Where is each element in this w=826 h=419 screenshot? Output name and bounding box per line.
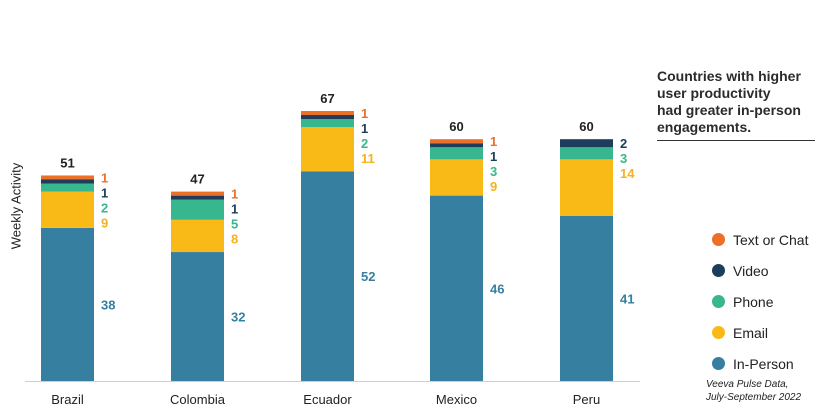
legend-label: Video	[733, 262, 769, 279]
category-label-peru: Peru	[573, 392, 600, 407]
legend-item-video: Video	[712, 255, 808, 286]
value-label-brazil-phone: 2	[101, 200, 108, 215]
total-label-mexico: 60	[449, 119, 463, 134]
value-label-brazil-video: 1	[101, 185, 108, 200]
value-label-mexico-in-person: 46	[490, 281, 504, 296]
annotation: Countries with higher user productivity …	[657, 68, 817, 141]
bar-segment-peru-email	[560, 159, 613, 216]
legend-swatch	[712, 326, 725, 339]
bar-segment-brazil-text-or-chat	[41, 175, 94, 180]
legend-item-email: Email	[712, 317, 808, 348]
legend-swatch	[712, 357, 725, 370]
bar-segment-mexico-email	[430, 159, 483, 196]
bar-segment-brazil-in-person	[41, 227, 94, 381]
legend-swatch	[712, 295, 725, 308]
bar-segment-brazil-email	[41, 191, 94, 228]
value-label-ecuador-text-or-chat: 1	[361, 106, 368, 121]
category-label-brazil: Brazil	[51, 392, 84, 407]
value-label-colombia-in-person: 32	[231, 310, 245, 325]
value-label-colombia-video: 1	[231, 202, 238, 217]
total-label-brazil: 51	[60, 155, 74, 170]
annotation-underline	[657, 140, 815, 141]
value-label-colombia-phone: 5	[231, 217, 238, 232]
value-label-mexico-text-or-chat: 1	[490, 134, 497, 149]
legend-label: Phone	[733, 293, 774, 310]
bar-segment-mexico-text-or-chat	[430, 139, 483, 144]
value-label-ecuador-video: 1	[361, 121, 368, 136]
bar-segment-colombia-email	[171, 219, 224, 253]
bar-segment-colombia-text-or-chat	[171, 191, 224, 196]
value-label-brazil-text-or-chat: 1	[101, 170, 108, 185]
legend-swatch	[712, 233, 725, 246]
legend-swatch	[712, 264, 725, 277]
bar-segment-ecuador-email	[301, 127, 354, 172]
legend-label: Email	[733, 324, 769, 341]
value-label-peru-phone: 3	[620, 151, 627, 166]
legend-item-text-or-chat: Text or Chat	[712, 224, 808, 255]
value-label-mexico-video: 1	[490, 149, 497, 164]
bar-segment-ecuador-phone	[301, 119, 354, 128]
total-label-peru: 60	[579, 119, 593, 134]
value-label-ecuador-phone: 2	[361, 136, 368, 151]
value-label-ecuador-in-person: 52	[361, 269, 375, 284]
value-label-brazil-in-person: 38	[101, 297, 115, 312]
bar-segment-peru-video	[560, 139, 613, 148]
bar-segment-mexico-phone	[430, 147, 483, 160]
bar-segment-ecuador-video	[301, 115, 354, 120]
total-label-ecuador: 67	[320, 91, 334, 106]
y-axis-label: Weekly Activity	[8, 162, 24, 250]
value-label-mexico-phone: 3	[490, 164, 497, 179]
category-label-mexico: Mexico	[436, 392, 477, 407]
legend-label: Text or Chat	[733, 231, 809, 248]
bar-segment-colombia-in-person	[171, 252, 224, 381]
value-label-colombia-email: 8	[231, 232, 238, 247]
value-label-peru-email: 14	[620, 166, 635, 181]
value-label-ecuador-email: 11	[361, 151, 375, 166]
category-label-ecuador: Ecuador	[303, 392, 352, 407]
legend-label: In-Person	[733, 355, 794, 372]
bar-segment-brazil-video	[41, 179, 94, 184]
bar-segment-ecuador-in-person	[301, 171, 354, 381]
value-label-peru-in-person: 41	[620, 291, 634, 306]
bar-segment-brazil-phone	[41, 183, 94, 192]
value-label-brazil-email: 9	[101, 215, 108, 230]
annotation-text: Countries with higher user productivity …	[657, 68, 801, 135]
bar-segment-colombia-phone	[171, 199, 224, 220]
bar-segment-mexico-in-person	[430, 195, 483, 381]
value-label-peru-video: 2	[620, 136, 627, 151]
value-label-colombia-text-or-chat: 1	[231, 187, 238, 202]
bar-segment-ecuador-text-or-chat	[301, 110, 354, 116]
bar-segment-colombia-video	[171, 195, 224, 200]
category-label-colombia: Colombia	[170, 392, 226, 407]
source-note: Veeva Pulse Data, July-September 2022	[706, 379, 802, 403]
value-label-mexico-email: 9	[490, 179, 497, 194]
total-label-colombia: 47	[190, 172, 204, 187]
bar-segment-peru-phone	[560, 147, 613, 160]
bar-segment-mexico-video	[430, 143, 483, 148]
legend: Text or Chat Video Phone Email In-Person	[712, 224, 808, 379]
legend-item-in-person: In-Person	[712, 348, 808, 379]
bar-segment-peru-in-person	[560, 215, 613, 381]
legend-item-phone: Phone	[712, 286, 808, 317]
